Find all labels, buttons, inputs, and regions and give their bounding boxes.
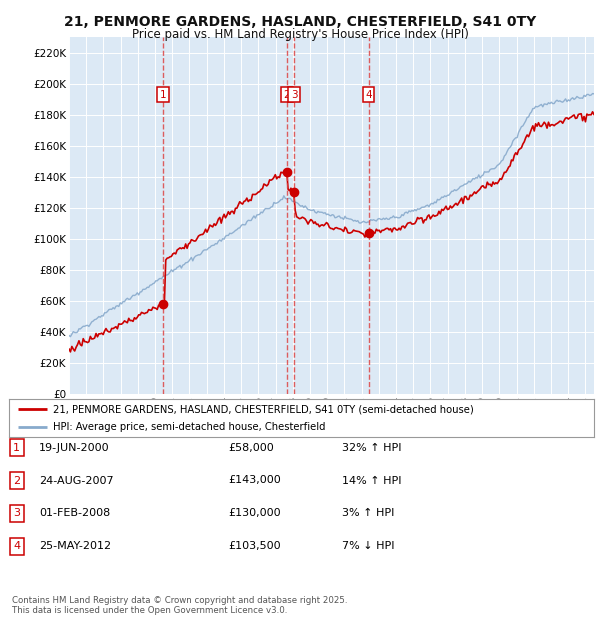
Text: 2: 2 (283, 89, 290, 100)
Text: 24-AUG-2007: 24-AUG-2007 (39, 476, 113, 485)
Text: £143,000: £143,000 (228, 476, 281, 485)
Text: 1: 1 (13, 443, 20, 453)
Text: 2: 2 (13, 476, 20, 485)
Text: 1: 1 (160, 89, 166, 100)
Text: £130,000: £130,000 (228, 508, 281, 518)
Text: 25-MAY-2012: 25-MAY-2012 (39, 541, 111, 551)
Text: Contains HM Land Registry data © Crown copyright and database right 2025.
This d: Contains HM Land Registry data © Crown c… (12, 596, 347, 615)
Text: 21, PENMORE GARDENS, HASLAND, CHESTERFIELD, S41 0TY: 21, PENMORE GARDENS, HASLAND, CHESTERFIE… (64, 15, 536, 29)
Text: 19-JUN-2000: 19-JUN-2000 (39, 443, 110, 453)
Text: HPI: Average price, semi-detached house, Chesterfield: HPI: Average price, semi-detached house,… (53, 422, 325, 433)
Text: 3% ↑ HPI: 3% ↑ HPI (342, 508, 394, 518)
Text: 21, PENMORE GARDENS, HASLAND, CHESTERFIELD, S41 0TY (semi-detached house): 21, PENMORE GARDENS, HASLAND, CHESTERFIE… (53, 404, 473, 414)
Text: £58,000: £58,000 (228, 443, 274, 453)
Text: 3: 3 (291, 89, 298, 100)
Text: 3: 3 (13, 508, 20, 518)
Text: £103,500: £103,500 (228, 541, 281, 551)
Text: 32% ↑ HPI: 32% ↑ HPI (342, 443, 401, 453)
Text: Price paid vs. HM Land Registry's House Price Index (HPI): Price paid vs. HM Land Registry's House … (131, 28, 469, 41)
Text: 01-FEB-2008: 01-FEB-2008 (39, 508, 110, 518)
Text: 14% ↑ HPI: 14% ↑ HPI (342, 476, 401, 485)
Text: 4: 4 (13, 541, 20, 551)
Text: 4: 4 (365, 89, 372, 100)
Text: 7% ↓ HPI: 7% ↓ HPI (342, 541, 395, 551)
